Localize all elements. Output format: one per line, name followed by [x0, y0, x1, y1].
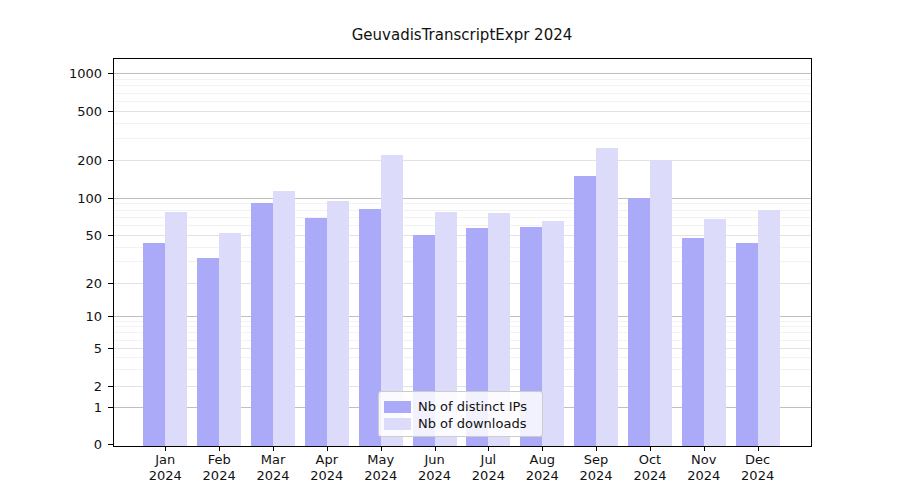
bar-distinct-ips — [143, 243, 165, 446]
y-axis-tick — [108, 198, 114, 199]
plot-area: 01251020501002005001000Jan2024Feb2024Mar… — [113, 58, 812, 447]
bar-distinct-ips — [251, 203, 273, 446]
gridline-major — [114, 198, 811, 199]
y-axis-tick — [108, 407, 114, 408]
bar-downloads — [219, 233, 241, 446]
bar-downloads — [273, 191, 295, 446]
gridline-major — [114, 73, 811, 74]
gridline-minor — [114, 217, 811, 218]
y-axis-tick — [108, 111, 114, 112]
y-tick-label: 100 — [52, 192, 102, 205]
legend-swatch-downloads — [384, 418, 411, 430]
x-axis-tick — [165, 446, 166, 451]
y-axis-tick — [108, 316, 114, 317]
legend-label-downloads: Nb of downloads — [418, 416, 526, 431]
y-tick-label: 0 — [52, 438, 102, 451]
legend-swatch-distinct-ips — [384, 401, 411, 413]
gridline-minor — [114, 79, 811, 80]
chart-title: GeuvadisTranscriptExpr 2024 — [113, 26, 811, 44]
legend: Nb of distinct IPs Nb of downloads — [378, 391, 543, 437]
gridline-minor — [114, 123, 811, 124]
bar-distinct-ips — [305, 218, 327, 446]
y-tick-label: 5 — [52, 342, 102, 355]
x-axis-tick — [542, 446, 543, 451]
bar-distinct-ips — [574, 176, 596, 446]
y-axis-tick — [108, 444, 114, 445]
gridline-major — [114, 111, 811, 112]
gridline-minor — [114, 138, 811, 139]
figure: GeuvadisTranscriptExpr 2024 012510205010… — [0, 0, 900, 500]
bar-downloads — [758, 210, 780, 446]
x-axis-tick — [381, 446, 382, 451]
bar-downloads — [165, 212, 187, 446]
y-axis-tick — [108, 283, 114, 284]
y-axis-tick — [108, 235, 114, 236]
bar-distinct-ips — [197, 258, 219, 446]
y-tick-label: 20 — [52, 277, 102, 290]
x-axis-tick — [219, 446, 220, 451]
x-axis-tick — [758, 446, 759, 451]
x-tick-label-year: 2024 — [726, 468, 790, 484]
bar-downloads — [650, 160, 672, 446]
y-axis-tick — [108, 348, 114, 349]
bar-downloads — [596, 148, 618, 446]
gridline-minor — [114, 101, 811, 102]
y-tick-label: 500 — [52, 105, 102, 118]
legend-item-distinct-ips: Nb of distinct IPs — [384, 398, 537, 415]
y-tick-label: 2 — [52, 380, 102, 393]
y-tick-label: 10 — [52, 310, 102, 323]
bar-downloads — [327, 201, 349, 446]
x-axis-tick — [327, 446, 328, 451]
gridline-minor — [114, 203, 811, 204]
x-axis-tick — [704, 446, 705, 451]
y-tick-label: 50 — [52, 229, 102, 242]
legend-label-distinct-ips: Nb of distinct IPs — [418, 399, 527, 414]
y-tick-label: 200 — [52, 154, 102, 167]
y-axis-tick — [108, 386, 114, 387]
y-tick-label: 1 — [52, 401, 102, 414]
x-tick-label: Dec2024 — [726, 452, 790, 483]
x-axis-tick — [650, 446, 651, 451]
x-axis-tick — [596, 446, 597, 451]
bar-downloads — [542, 221, 564, 446]
x-axis-tick — [435, 446, 436, 451]
x-axis-tick — [273, 446, 274, 451]
gridline-minor — [114, 85, 811, 86]
gridline-major — [114, 160, 811, 161]
y-axis-tick — [108, 160, 114, 161]
legend-item-downloads: Nb of downloads — [384, 415, 537, 432]
bar-distinct-ips — [736, 243, 758, 446]
y-axis-tick — [108, 73, 114, 74]
bar-distinct-ips — [682, 238, 704, 446]
bar-downloads — [704, 219, 726, 446]
gridline-minor — [114, 210, 811, 211]
bar-distinct-ips — [628, 198, 650, 447]
x-axis-tick — [488, 446, 489, 451]
y-tick-label: 1000 — [52, 67, 102, 80]
gridline-minor — [114, 93, 811, 94]
